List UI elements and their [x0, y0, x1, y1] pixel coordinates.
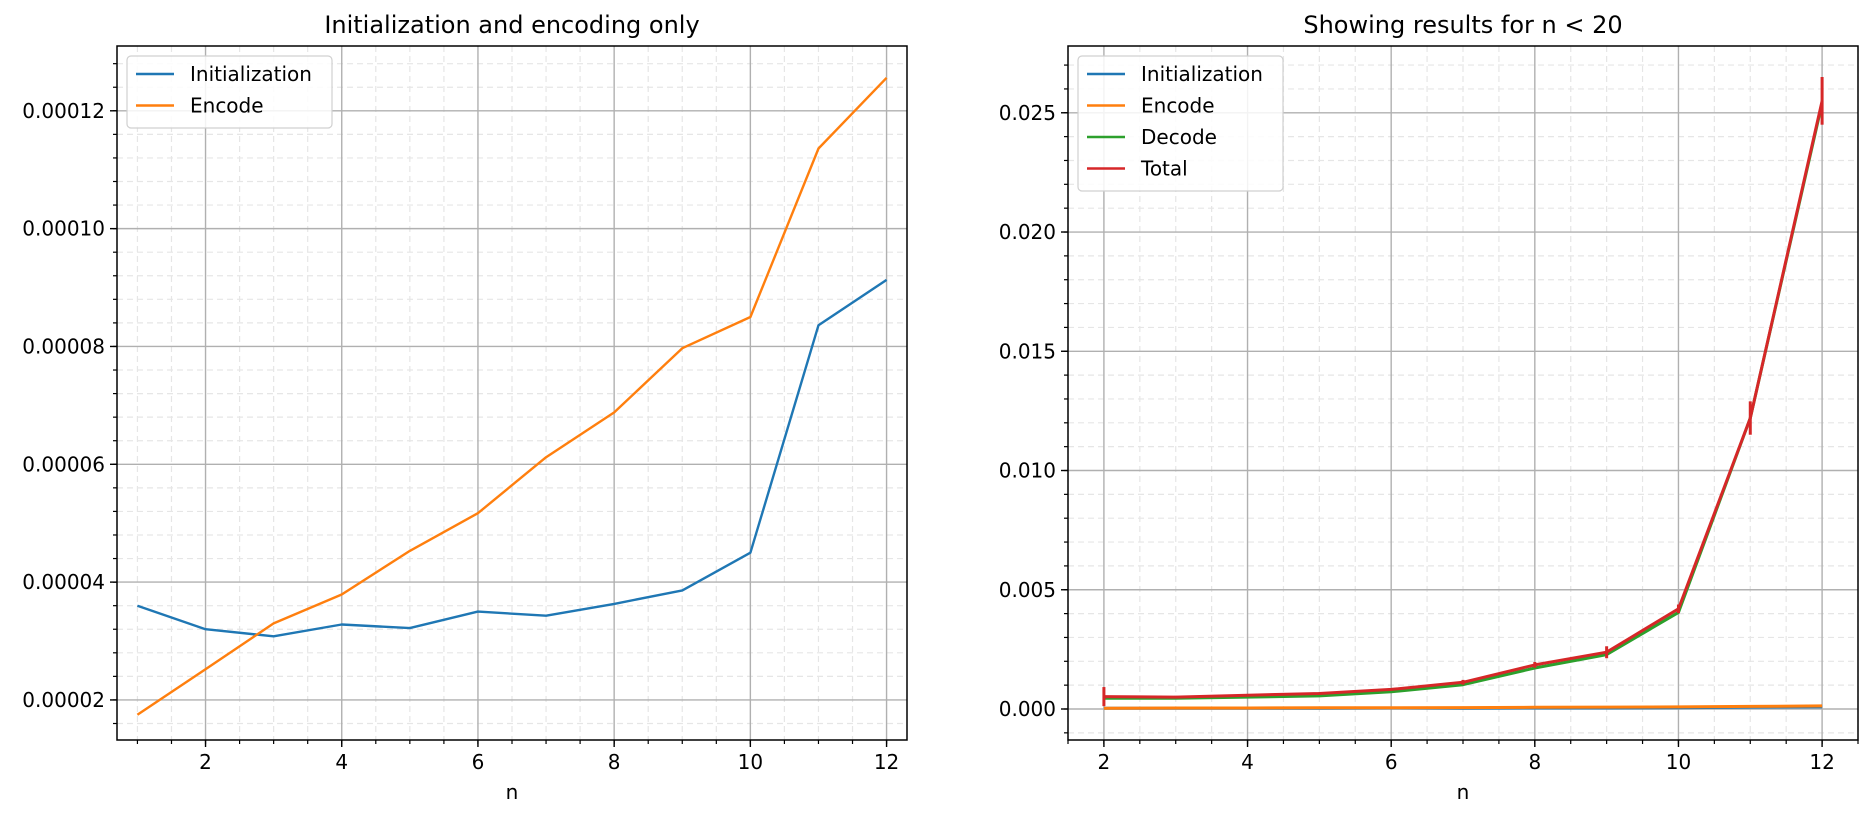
y-tick-label: 0.025	[999, 101, 1056, 125]
x-tick-label: 8	[1528, 750, 1541, 774]
chart-title: Showing results for n < 20	[1303, 11, 1622, 39]
y-tick-label: 0.00008	[22, 334, 105, 358]
x-tick-label: 10	[738, 750, 763, 774]
y-tick-label: 0.000	[999, 697, 1056, 721]
right-chart: 2 4 6 8 10 12 0.000 0.005 0.010 0.015 0.020 0.025 Sh…	[999, 11, 1859, 804]
x-tick-label: 2	[199, 750, 212, 774]
x-tick-label: 10	[1666, 750, 1691, 774]
series-line-encode	[136, 76, 888, 716]
series-line-initialization	[137, 278, 888, 638]
x-axis-label: n	[1457, 780, 1470, 804]
y-tick-label: 0.005	[999, 578, 1056, 602]
left-chart: 2 4 6 8 10 12 0.00002 0.00004 0.00006 0.00008 0.00…	[22, 11, 908, 804]
legend-label: Total	[1140, 157, 1188, 181]
legend-box	[126, 55, 333, 129]
legend-label: Initialization	[190, 62, 312, 86]
x-tick-label: 12	[874, 750, 899, 774]
series-group	[136, 76, 888, 716]
legend: Initialization Encode Decode Total	[1077, 55, 1284, 192]
legend-box	[1077, 55, 1284, 192]
series-group	[1102, 77, 1824, 710]
plot-frame	[116, 45, 908, 741]
x-tick-label: 2	[1098, 750, 1111, 774]
grid	[117, 46, 907, 740]
legend: Initialization Encode	[126, 55, 333, 129]
x-tick-label: 6	[1385, 750, 1398, 774]
x-tick-label: 8	[608, 750, 621, 774]
y-tick-label: 0.00002	[22, 688, 105, 712]
legend-label: Initialization	[1141, 62, 1263, 86]
legend-label: Encode	[1141, 94, 1215, 118]
x-tick-label: 6	[472, 750, 485, 774]
series-line-encode	[1103, 704, 1823, 710]
y-tick-label: 0.00004	[22, 570, 105, 594]
y-tick-label: 0.00012	[22, 99, 105, 123]
x-axis-label: n	[506, 780, 519, 804]
plot-frame	[1067, 45, 1859, 741]
legend-label: Encode	[190, 94, 264, 118]
x-tick-label: 4	[1241, 750, 1254, 774]
x-tick-label: 4	[335, 750, 348, 774]
y-tick-label: 0.020	[999, 220, 1056, 244]
y-tick-label: 0.010	[999, 459, 1056, 483]
x-tick-label: 12	[1809, 750, 1834, 774]
legend-label: Decode	[1141, 125, 1217, 149]
chart-title: Initialization and encoding only	[324, 11, 699, 39]
y-tick-label: 0.00010	[22, 217, 105, 241]
y-tick-label: 0.015	[999, 339, 1056, 363]
y-tick-label: 0.00006	[22, 452, 105, 476]
